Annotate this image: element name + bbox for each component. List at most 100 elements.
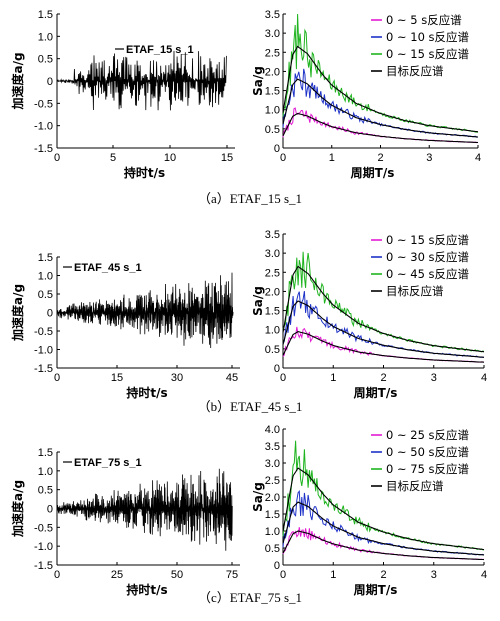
legend-label: 0 ~ 45 s反应谱 — [386, 267, 470, 281]
x-tick-label: 3 — [426, 152, 432, 164]
x-tick-label: 0 — [280, 372, 286, 384]
spectrum-plot: 0 0.5 1.0 1.5 2.0 2.5 3.0 3.5 4.0 0 1 2 3 4 周期T/s Sa/g 0… — [251, 424, 487, 597]
spectrum-series-1 — [282, 68, 479, 138]
target-spectrum-2 — [282, 265, 485, 353]
target-spectrum-2 — [282, 45, 479, 133]
y-tick-label: 2.0 — [265, 492, 280, 504]
time-history-plot: -1.5 -1.0 -0.5 0 0.5 1.0 1.5 0 25 50 75 持时t/s 加速度a/g… — [10, 447, 240, 597]
y-tick-label: 0 — [47, 308, 53, 320]
y-tick-label: 1.5 — [38, 252, 53, 264]
x-tick-label: 30 — [171, 372, 183, 384]
acceleration-trace — [56, 272, 234, 349]
y-tick-label: 1.5 — [38, 447, 53, 459]
target-spectrum-1 — [282, 300, 485, 358]
x-tick-label: 2 — [380, 372, 386, 384]
x-tick-label: 4 — [481, 372, 487, 384]
y-tick-label: -1.0 — [34, 345, 53, 357]
panel-1: -1.5-1.0-0.500.51.01.50 15 30 45持时t/s加速度a/g… — [10, 229, 487, 414]
target-spectrum-2 — [282, 467, 485, 551]
legend-label: 0 ~ 25 s反应谱 — [386, 428, 470, 442]
panel-0: -1.5-1.0-0.500.51.01.50 5 10 15持时t/s加速度a/gE… — [10, 9, 481, 206]
y-tick-label: 0 — [274, 143, 280, 155]
y-tick-label: 1.0 — [38, 466, 53, 478]
legend-label: 目标反应谱 — [386, 479, 444, 493]
y-tick-label: 0 — [274, 363, 280, 375]
y-tick-label: 0 — [274, 560, 280, 572]
legend-label: 0 ~ 50 s反应谱 — [386, 445, 470, 459]
y-tick-label: -1.0 — [34, 541, 53, 553]
legend-label: ETAF_45 s_1 — [74, 262, 142, 274]
target-spectrum-1 — [282, 501, 485, 556]
y-tick-label: 1.0 — [265, 105, 280, 117]
x-axis-label: 周期T/s — [354, 582, 398, 597]
x-tick-label: 1 — [330, 569, 336, 581]
y-tick-label: -0.5 — [34, 326, 53, 338]
y-tick-label: 2.5 — [265, 475, 280, 487]
time-history-plot: -1.5 -1.0 -0.5 0 0.5 1.0 1.5 0 5 10 15 持时t/s 加速度a/g E… — [10, 9, 235, 180]
x-tick-label: 0 — [54, 569, 60, 581]
y-tick-label: 2.0 — [265, 286, 280, 298]
x-tick-label: 10 — [164, 152, 176, 164]
x-tick-label: 4 — [475, 152, 481, 164]
acceleration-trace — [56, 468, 233, 551]
x-tick-label: 0 — [280, 152, 286, 164]
x-tick-label: 15 — [221, 152, 233, 164]
x-tick-label: 45 — [226, 372, 238, 384]
y-tick-label: 0.5 — [38, 485, 53, 497]
acceleration-trace — [56, 50, 227, 111]
panel-2: -1.5 -1.0 -0.5 0 0.5 1.0 1.5 0 25 50 75 持时t/s 加速度a/g… — [10, 424, 487, 605]
x-tick-label: 3 — [431, 569, 437, 581]
x-tick-label: 0 — [280, 569, 286, 581]
y-tick-label: 0.5 — [265, 124, 280, 136]
time-history-plot: -1.5 -1.0 -0.5 0 0.5 1.0 1.5 0 15 30 45 持时t/s 加速度a/g… — [10, 252, 240, 400]
legend-label: 0 ~ 15 s反应谱 — [386, 233, 470, 247]
x-tick-label: 1 — [329, 152, 335, 164]
y-tick-label: 0.5 — [265, 344, 280, 356]
y-axis-label: Sa/g — [251, 286, 265, 316]
y-tick-label: 1.5 — [38, 9, 53, 21]
spectrum-series-2 — [282, 13, 478, 133]
y-tick-label: 1.0 — [265, 325, 280, 337]
y-tick-label: 0.5 — [265, 543, 280, 555]
legend-label: 0 ~ 10 s反应谱 — [386, 30, 470, 44]
legend-label: 0 ~ 75 s反应谱 — [386, 462, 470, 476]
y-tick-label: 1.0 — [265, 526, 280, 538]
spectrum-plot: 0 0.5 1.0 1.5 2.0 2.5 3.0 3.5 0 1 2 3 4 周期T/s Sa/g 0 ~ … — [251, 229, 487, 400]
x-axis-label: 持时t/s — [126, 582, 167, 597]
x-tick-label: 2 — [377, 152, 383, 164]
y-tick-label: 2.5 — [265, 47, 280, 59]
panel-caption: （c）ETAF_75 s_1 — [198, 590, 302, 605]
y-axis-label: 加速度a/g — [10, 480, 25, 538]
y-tick-label: 3.5 — [265, 441, 280, 453]
legend-label: ETAF_75 s_1 — [74, 457, 142, 469]
y-tick-label: 1.0 — [38, 31, 53, 43]
x-tick-label: 2 — [380, 569, 386, 581]
x-tick-label: 0 — [54, 152, 60, 164]
y-tick-label: 0.5 — [38, 289, 53, 301]
x-tick-label: 0 — [54, 372, 60, 384]
y-tick-label: 3.5 — [265, 9, 280, 21]
y-tick-label: 0 — [47, 76, 53, 88]
x-tick-label: 4 — [481, 569, 487, 581]
y-axis-label: Sa/g — [251, 66, 265, 96]
panel-caption: （b）ETAF_45 s_1 — [198, 399, 303, 414]
y-tick-label: 0.5 — [38, 54, 53, 66]
x-axis-label: 周期T/s — [354, 385, 398, 400]
spectrum-plot: 0 0.5 1.0 1.5 2.0 2.5 3.0 3.5 0 1 2 3 4 周期T/s Sa/g 0 ~ … — [251, 9, 481, 180]
legend-label: 目标反应谱 — [386, 64, 444, 78]
y-tick-label: -1.5 — [34, 143, 53, 155]
x-tick-label: 25 — [111, 569, 123, 581]
target-spectrum-1 — [282, 78, 479, 138]
y-tick-label: 2.0 — [265, 66, 280, 78]
y-tick-label: 0 — [47, 504, 53, 516]
x-axis-label: 周期T/s — [351, 165, 395, 180]
target-spectrum-0 — [282, 112, 479, 144]
y-tick-label: 2.5 — [265, 267, 280, 279]
y-tick-label: 4.0 — [265, 424, 280, 436]
panel-caption: （a）ETAF_15 s_1 — [198, 191, 302, 206]
spectrum-series-1 — [282, 291, 485, 358]
x-axis-label: 持时t/s — [124, 165, 165, 180]
y-tick-label: 3.0 — [265, 458, 280, 470]
spectrum-series-0 — [282, 326, 485, 363]
